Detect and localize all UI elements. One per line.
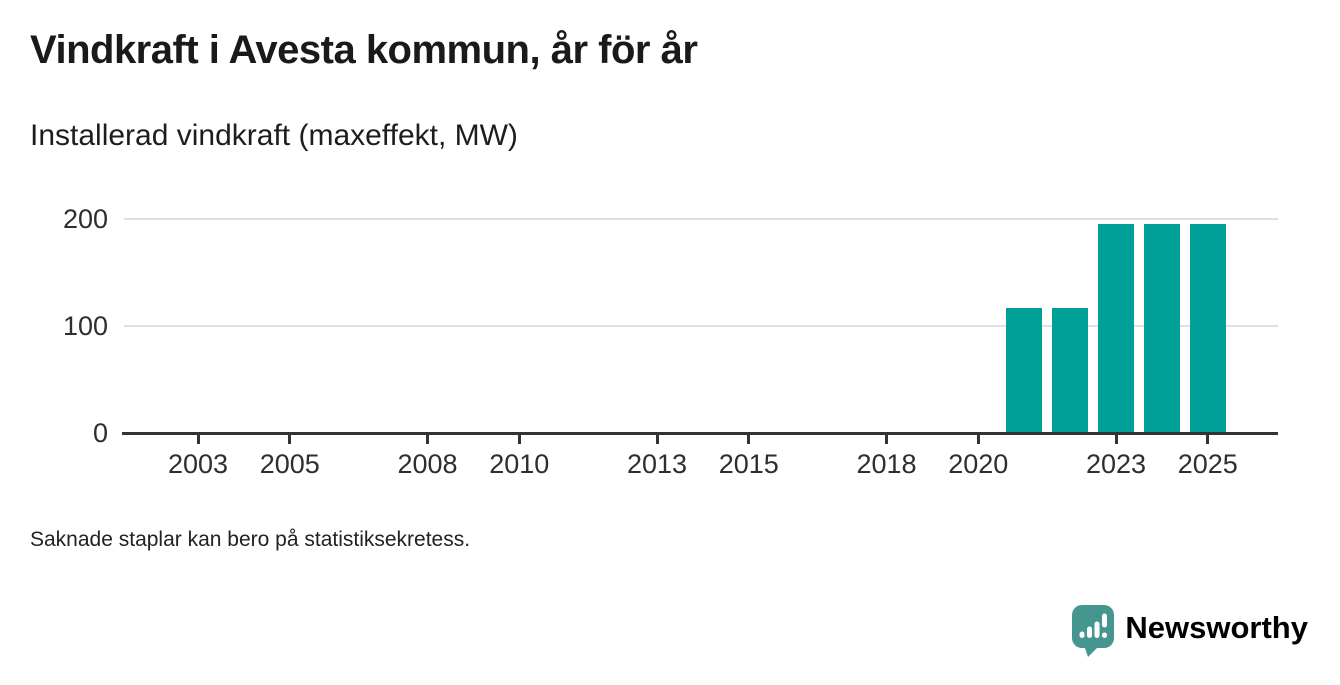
x-axis-tick-2003	[196, 434, 200, 444]
bar-2021	[1006, 307, 1043, 433]
x-axis-line	[122, 431, 1278, 435]
x-axis-tick-2018	[885, 434, 888, 444]
x-axis-tick-2025	[1206, 434, 1210, 444]
x-axis-tick-label: 2003	[167, 449, 229, 479]
x-axis-tick-label: 2020	[948, 449, 1009, 479]
x-axis-tick-2015	[747, 434, 751, 444]
gridline-200	[124, 217, 1278, 220]
x-axis-tick-label: 2015	[718, 449, 779, 479]
gridline-100	[124, 324, 1278, 327]
chart-title: Vindkraft i Avesta kommun, år för år	[30, 28, 698, 72]
x-axis-tick-label: 2010	[489, 449, 550, 479]
newsworthy-logo-icon	[1072, 605, 1115, 657]
x-axis-tick-2008	[426, 434, 429, 444]
y-axis-tick-label: 0	[92, 418, 108, 448]
y-axis-tick-label: 200	[62, 203, 108, 234]
x-axis-tick-2023	[1114, 434, 1118, 444]
x-axis-tick-label: 2005	[259, 449, 320, 479]
bar-2022	[1052, 307, 1089, 433]
x-axis-tick-label: 2018	[856, 449, 917, 479]
y-axis-tick-label: 100	[62, 310, 108, 341]
bar-2024	[1143, 223, 1180, 433]
x-axis-tick-label: 2023	[1085, 449, 1147, 479]
chart-footnote: Saknade staplar kan bero på statistiksek…	[30, 528, 471, 551]
newsworthy-logo[interactable]: Newsworthy	[1072, 605, 1308, 658]
x-axis-tick-2013	[655, 434, 659, 444]
x-axis-tick-2020	[976, 434, 980, 444]
x-axis-tick-2010	[517, 434, 521, 444]
chart-subtitle: Installerad vindkraft (maxeffekt, MW)	[30, 119, 518, 152]
bar-2025	[1189, 223, 1226, 433]
x-axis-tick-2005	[288, 434, 292, 444]
x-axis-tick-label: 2025	[1177, 449, 1238, 479]
x-axis-tick-label: 2013	[626, 449, 688, 479]
newsworthy-logo-text: Newsworthy	[1125, 610, 1308, 645]
x-axis-tick-label: 2008	[397, 449, 458, 479]
bar-2023	[1098, 223, 1134, 433]
